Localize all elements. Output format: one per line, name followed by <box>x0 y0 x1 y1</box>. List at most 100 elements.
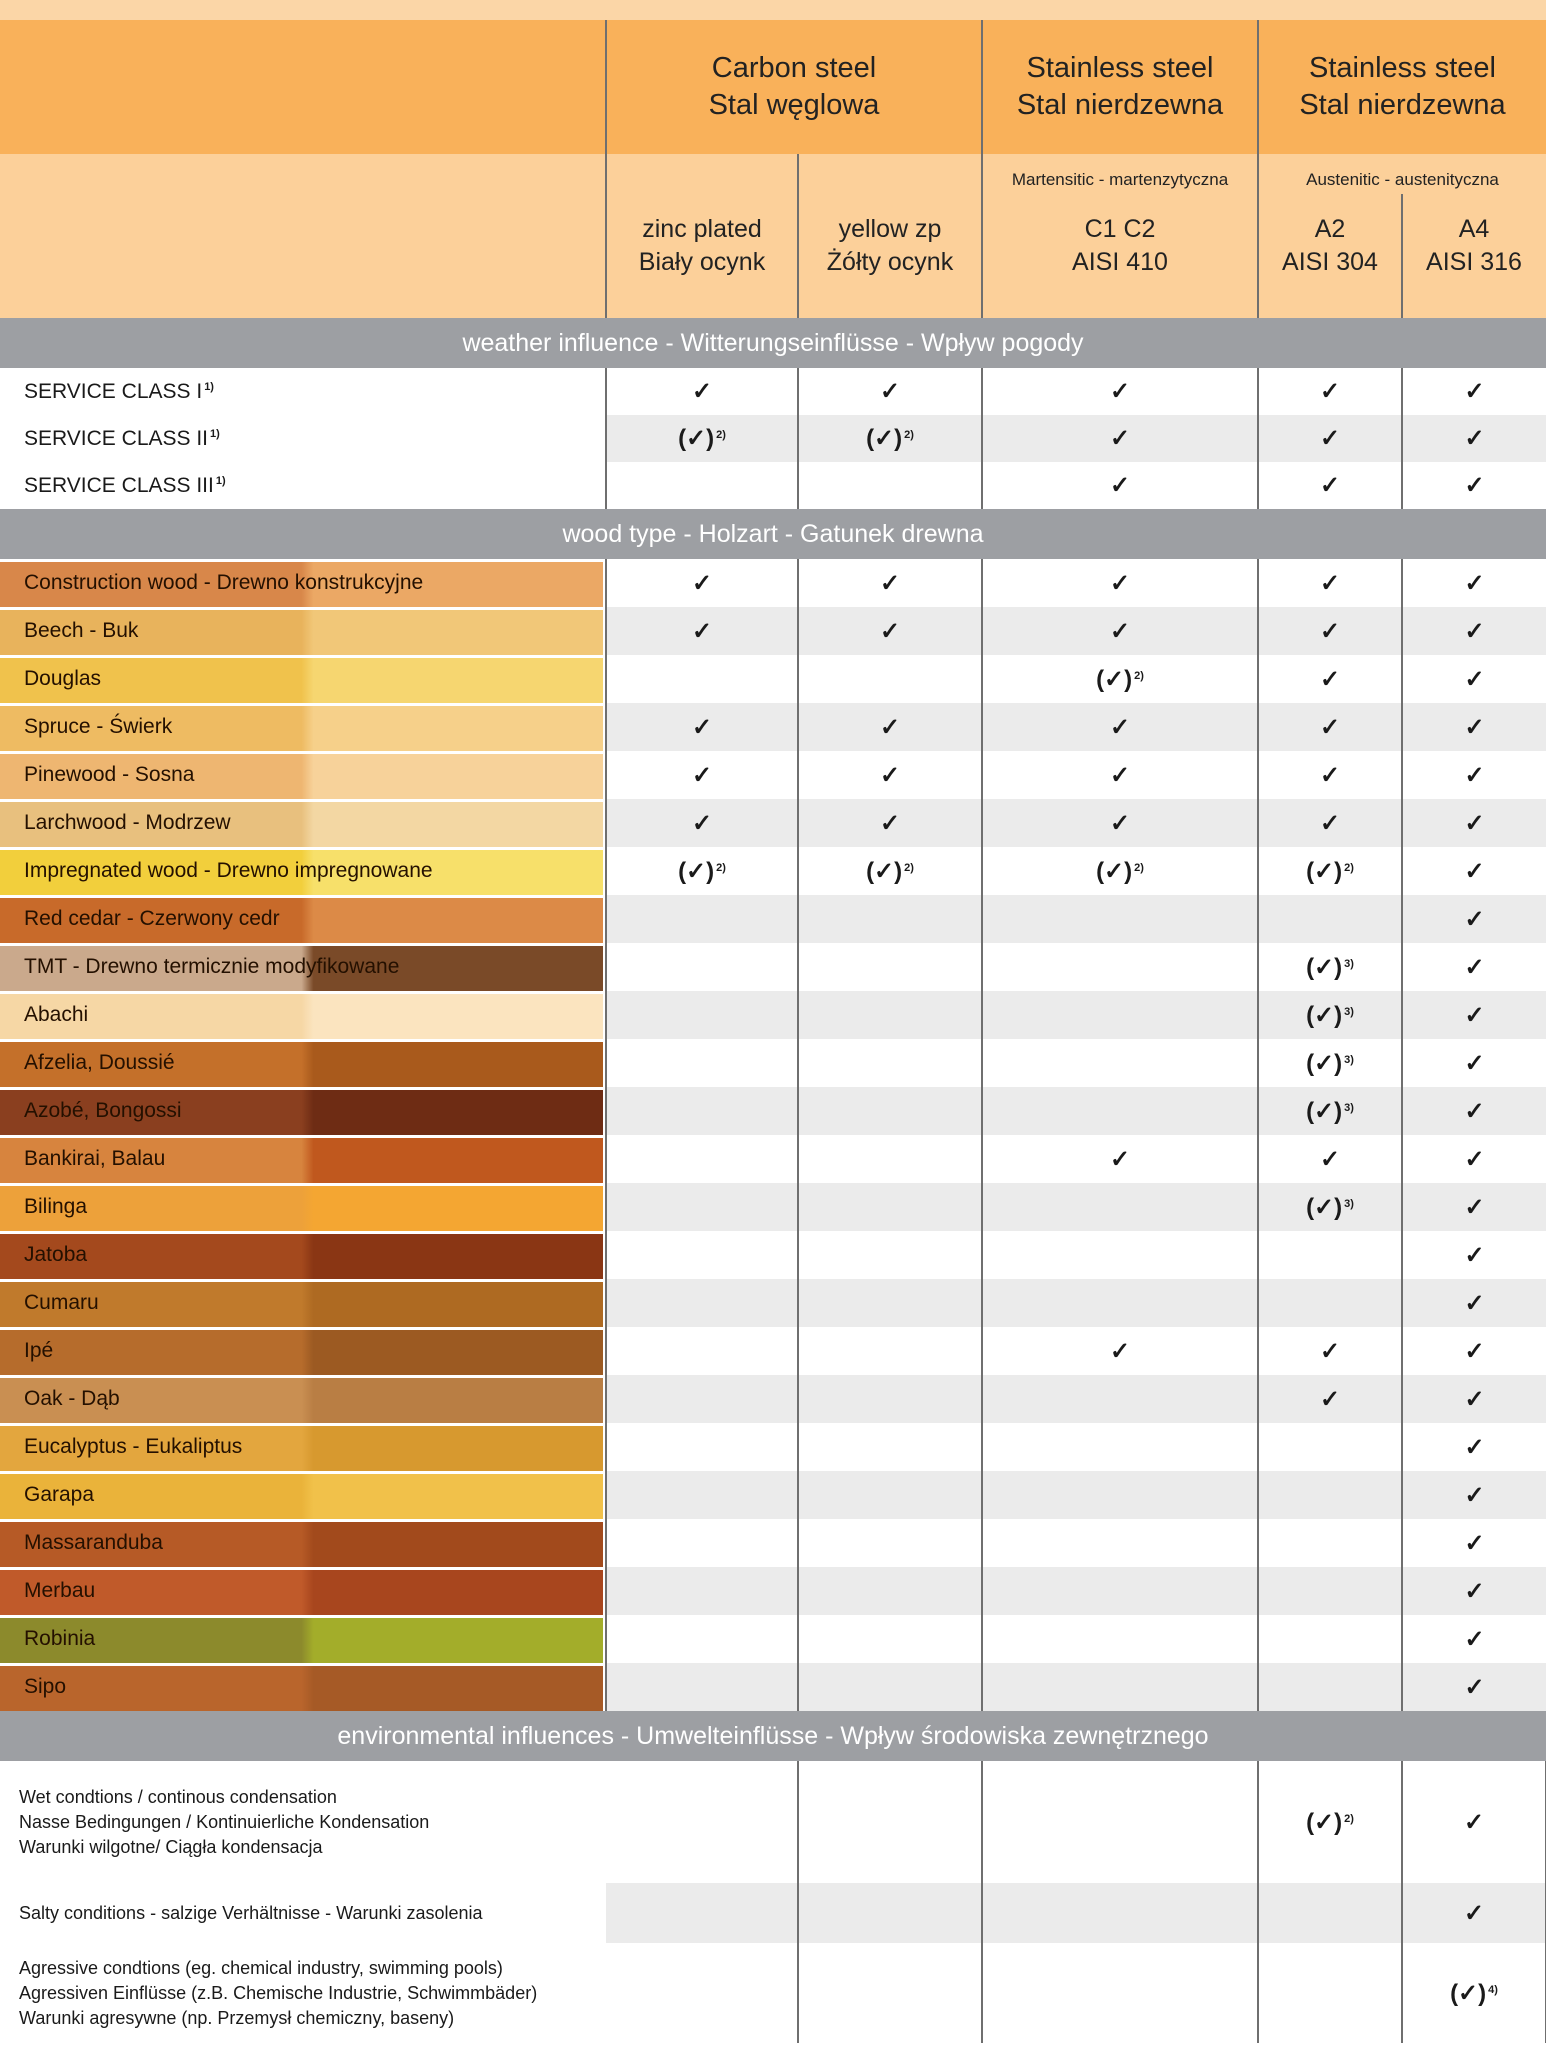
value-cell <box>1258 1231 1403 1279</box>
row-label-text: Massaranduba <box>24 1531 163 1554</box>
value-cell <box>982 1183 1259 1231</box>
wood-texture <box>0 706 603 751</box>
row-label-text: Pinewood - Sosna <box>24 763 195 786</box>
row-label-line: Wet condtions / continous condensation <box>19 1786 337 1807</box>
value-cell <box>798 1327 983 1375</box>
value-cell: ✓ <box>798 607 983 655</box>
value-cell: ✓ <box>1402 1375 1546 1423</box>
value-cell: ✓ <box>982 1135 1259 1183</box>
row-label: Wet condtions / continous condensation Na… <box>0 1761 606 1883</box>
check-mark: (✓) <box>1306 1193 1343 1221</box>
value-cell <box>798 1183 983 1231</box>
check-mark: ✓ <box>1464 1193 1485 1221</box>
check-mark: ✓ <box>879 713 901 741</box>
value-cell <box>605 1183 799 1231</box>
table-row: SERVICE CLASS I 1) ✓ ✓ ✓ ✓ ✓ <box>0 368 1546 415</box>
check-mark: ✓ <box>1464 1481 1485 1509</box>
row-label-text: Sipo <box>24 1675 67 1698</box>
header-stainless2-en: Stainless steel <box>1309 52 1496 84</box>
value-cell: ✓ <box>1402 559 1546 607</box>
table-row: Sipo ✓ <box>0 1663 1546 1711</box>
wood-texture <box>0 898 603 943</box>
check-mark: ✓ <box>879 761 901 789</box>
footnote-mark: 1) <box>215 474 226 487</box>
value-cell: ✓ <box>1402 943 1546 991</box>
value-cell <box>798 895 983 943</box>
wood-texture <box>0 1090 603 1135</box>
wood-texture <box>0 610 603 655</box>
value-cell: ✓ <box>798 368 983 415</box>
check-mark: ✓ <box>1464 425 1485 452</box>
wood-texture <box>0 994 603 1039</box>
value-cell <box>606 1761 799 1883</box>
col-a2-en: A2 <box>1314 215 1346 243</box>
check-mark: ✓ <box>1109 617 1131 645</box>
header-row-material: Carbon steel Stal węglowa Stainless stee… <box>0 20 1546 154</box>
check-mark: ✓ <box>1319 425 1341 452</box>
value-cell <box>605 1087 799 1135</box>
value-cell: (✓) 2) <box>1258 1761 1403 1883</box>
value-cell: ✓ <box>982 559 1259 607</box>
value-cell: ✓ <box>1258 607 1403 655</box>
value-cell: ✓ <box>1402 607 1546 655</box>
value-cell <box>982 1423 1259 1471</box>
check-mark: ✓ <box>1319 378 1341 405</box>
value-cell: (✓) 3) <box>1258 1039 1403 1087</box>
wood-texture <box>0 1186 603 1231</box>
table-row: TMT - Drewno termicznie modyfikowane (✓) 3… <box>0 943 1546 991</box>
row-label-text: Azobé, Bongossi <box>24 1099 182 1122</box>
check-mark: ✓ <box>1464 857 1485 885</box>
value-cell <box>605 1423 799 1471</box>
check-mark: ✓ <box>1464 1673 1485 1701</box>
value-cell: ✓ <box>605 559 799 607</box>
value-cell <box>798 1423 983 1471</box>
value-cell: ✓ <box>1258 462 1403 509</box>
value-cell <box>982 1883 1259 1943</box>
check-mark: (✓) <box>866 425 903 452</box>
value-cell: ✓ <box>1402 1183 1546 1231</box>
value-cell <box>1258 1943 1403 2043</box>
value-cell: ✓ <box>1258 1375 1403 1423</box>
value-cell: (✓) 2) <box>605 847 799 895</box>
row-label: Beech - Buk <box>0 607 606 655</box>
header-stainless1-pl: Stal nierdzewna <box>1016 89 1224 121</box>
check-mark: ✓ <box>1464 809 1485 837</box>
row-label-text: Bankirai, Balau <box>24 1147 166 1170</box>
value-cell: ✓ <box>1402 895 1546 943</box>
value-cell <box>798 1471 983 1519</box>
check-mark: ✓ <box>1319 569 1341 597</box>
check-mark: ✓ <box>1464 1097 1485 1125</box>
check-mark: ✓ <box>1464 1337 1485 1365</box>
header-col-zinc: zinc plated Biały ocynk <box>605 154 798 318</box>
check-mark: (✓) <box>1450 1979 1487 2007</box>
col-a2-grade: AISI 304 <box>1282 248 1378 276</box>
check-mark: (✓) <box>1306 1097 1343 1125</box>
check-mark: ✓ <box>1109 425 1131 452</box>
row-label: SERVICE CLASS III 1) <box>0 462 606 509</box>
row-label-text: Afzelia, Doussié <box>24 1051 175 1074</box>
check-mark: ✓ <box>1464 1001 1485 1029</box>
value-cell <box>798 1279 983 1327</box>
col-zinc-pl: Biały ocynk <box>638 248 766 276</box>
value-cell <box>605 991 799 1039</box>
value-cell <box>605 1375 799 1423</box>
top-strip <box>0 0 1546 20</box>
value-cell <box>798 1761 983 1883</box>
value-cell: (✓) 2) <box>982 655 1259 703</box>
value-cell <box>605 1135 799 1183</box>
check-mark: ✓ <box>1319 1145 1341 1173</box>
row-label: SERVICE CLASS I 1) <box>0 368 606 415</box>
check-mark: (✓) <box>1306 1049 1343 1077</box>
check-mark: ✓ <box>691 378 713 405</box>
value-cell <box>605 1039 799 1087</box>
table-row: Agressive condtions (eg. chemical indust… <box>0 1943 1546 2043</box>
wood-texture <box>0 1282 603 1327</box>
row-label: Bankirai, Balau <box>0 1135 606 1183</box>
row-label: Robinia <box>0 1615 606 1663</box>
col-yellow-pl: Żółty ocynk <box>826 248 954 276</box>
value-cell: ✓ <box>1402 1663 1546 1711</box>
value-cell <box>1258 895 1403 943</box>
value-cell <box>1258 1615 1403 1663</box>
value-cell <box>606 1883 799 1943</box>
value-cell: ✓ <box>605 607 799 655</box>
